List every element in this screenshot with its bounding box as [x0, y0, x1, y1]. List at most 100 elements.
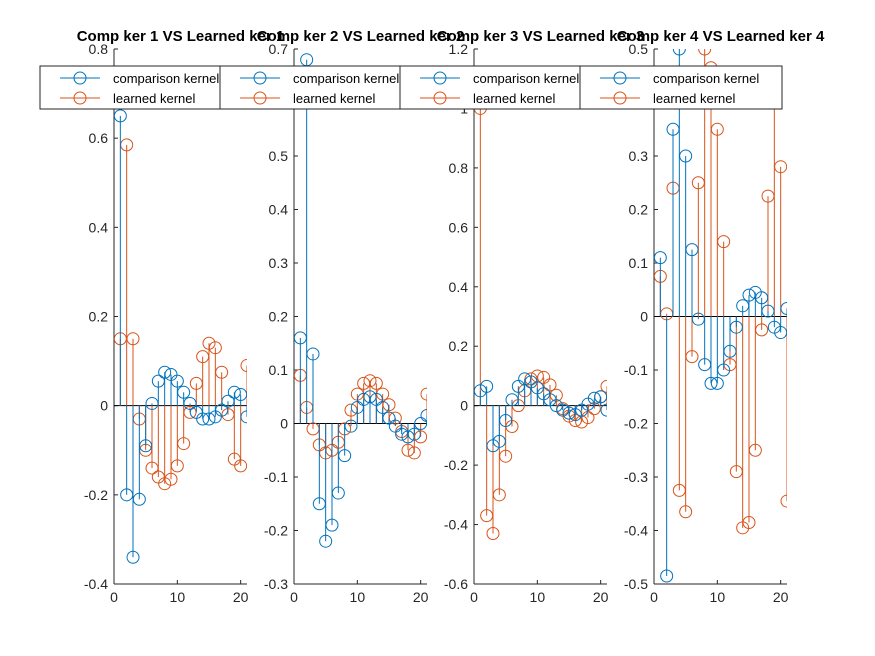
stem-marker [183, 396, 197, 410]
legend-marker [613, 71, 627, 85]
stem-marker [132, 492, 146, 506]
y-tick-label: 0.2 [89, 309, 109, 325]
subplot-2: -0.3-0.2-0.100.10.20.30.40.50.60.701020C… [257, 28, 465, 605]
legend-label: comparison kernel [293, 71, 399, 86]
legend-label: learned kernel [473, 91, 555, 106]
stem-marker [401, 430, 415, 444]
stem-marker [306, 347, 320, 361]
legend-marker [433, 71, 447, 85]
stem-marker [215, 403, 229, 417]
stem-marker [774, 326, 787, 340]
stem-marker [407, 427, 421, 441]
stem-marker [420, 408, 427, 422]
y-tick-label: 0.8 [449, 160, 469, 176]
legend-marker [253, 91, 267, 105]
x-tick-label: 20 [593, 589, 609, 605]
y-tick-label: 0.4 [449, 279, 469, 295]
stem-marker [499, 414, 513, 428]
stem-marker [780, 494, 787, 508]
stem-marker [543, 378, 557, 392]
stem-marker [685, 350, 699, 364]
y-tick-label: 0.4 [269, 202, 289, 218]
stem-marker [338, 449, 352, 463]
stem-marker [158, 477, 172, 491]
plot-area [654, 49, 787, 583]
legend-4: comparison kernel learned kernel [579, 65, 783, 110]
x-tick-label: 20 [413, 589, 429, 605]
stem-marker [492, 434, 506, 448]
y-tick-label: -0.6 [444, 576, 468, 592]
stem-marker [723, 344, 737, 358]
legend-label: comparison kernel [113, 71, 219, 86]
subplot-title: Comp ker 2 VS Learned ker 2 [257, 28, 465, 45]
stem-marker [325, 518, 339, 532]
series-learned [654, 49, 787, 535]
stem-marker [215, 365, 229, 379]
stem-marker [414, 430, 427, 444]
y-tick-label: 0.8 [89, 41, 109, 57]
stem-marker [780, 301, 787, 315]
stem-marker [376, 400, 390, 414]
plot-area [474, 101, 607, 540]
legend-label: learned kernel [653, 91, 735, 106]
subplot-title: Comp ker 3 VS Learned ker 3 [437, 28, 645, 45]
y-tick-label: -0.2 [84, 487, 108, 503]
stem-marker [202, 336, 216, 350]
stem-marker [710, 376, 724, 390]
stem-marker [486, 439, 500, 453]
stem-marker [158, 365, 172, 379]
y-tick-label: 0.3 [629, 148, 649, 164]
stem-marker [382, 411, 396, 425]
stem-marker [742, 515, 756, 529]
x-tick-label: 20 [233, 589, 249, 605]
x-tick-label: 10 [350, 589, 366, 605]
x-tick-label: 0 [470, 589, 478, 605]
stem-marker [177, 437, 191, 451]
stem-marker [486, 526, 500, 540]
y-tick-label: 0 [100, 398, 108, 414]
stem-marker [369, 392, 383, 406]
y-tick-label: 0 [280, 416, 288, 432]
y-tick-label: -0.2 [264, 523, 288, 539]
stem-marker [139, 439, 153, 453]
x-tick-label: 20 [773, 589, 789, 605]
y-tick-label: 0.1 [269, 362, 289, 378]
x-tick-label: 10 [530, 589, 546, 605]
stem-marker [755, 291, 769, 305]
y-tick-label: 0.5 [629, 41, 649, 57]
stem-marker [126, 332, 140, 346]
y-tick-label: -0.4 [444, 517, 468, 533]
legend-marker [253, 71, 267, 85]
stem-marker [717, 363, 731, 377]
stem-marker [420, 387, 427, 401]
stem-marker [518, 372, 532, 386]
x-tick-label: 10 [710, 589, 726, 605]
y-tick-label: 1.2 [449, 41, 469, 57]
y-tick-label: 0.2 [629, 202, 649, 218]
stem-marker [170, 459, 184, 473]
series-comparison [114, 109, 247, 564]
y-tick-label: -0.3 [264, 576, 288, 592]
stem-marker [654, 251, 667, 265]
y-tick-label: 0 [640, 309, 648, 325]
stem-marker [363, 374, 377, 388]
legend-label: comparison kernel [653, 71, 759, 86]
y-tick-label: -0.2 [624, 416, 648, 432]
legend-label: learned kernel [293, 91, 375, 106]
stem-marker [480, 379, 494, 393]
x-tick-label: 10 [170, 589, 186, 605]
stem-marker [240, 359, 247, 373]
y-tick-label: -0.3 [624, 469, 648, 485]
stem-marker [202, 412, 216, 426]
series-comparison [654, 49, 787, 583]
stem-marker [685, 243, 699, 257]
y-tick-label: -0.5 [624, 576, 648, 592]
stem-marker [600, 403, 607, 417]
stem-marker [660, 569, 674, 583]
stem-marker [126, 550, 140, 564]
stem-marker [363, 390, 377, 404]
stem-marker [382, 398, 396, 412]
stem-marker [344, 419, 358, 433]
subplot-4: -0.5-0.4-0.3-0.2-0.100.10.20.30.40.50102… [617, 28, 825, 605]
